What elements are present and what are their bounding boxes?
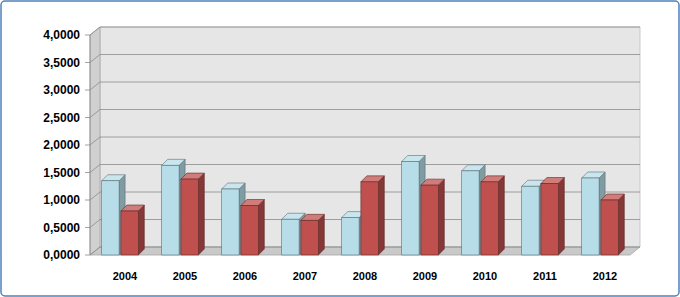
bar-top [162, 159, 185, 165]
y-tick-label: 2,5000 [43, 111, 80, 125]
y-tick-label: 3,5000 [43, 56, 80, 70]
bar-top [102, 175, 125, 181]
tick-mark [85, 117, 90, 118]
y-tick-label: 0,0000 [43, 248, 80, 262]
bar [541, 184, 558, 256]
bar-top [402, 156, 425, 162]
tick-mark [85, 200, 90, 201]
x-tick-label: 2004 [113, 270, 138, 282]
y-tick-label: 2,0000 [43, 138, 80, 152]
bar-top [462, 165, 485, 171]
y-axis-line [90, 35, 91, 255]
bar [301, 220, 318, 255]
bar-top [361, 176, 384, 182]
bar-top [421, 179, 444, 185]
outer-frame [1, 1, 679, 296]
bar [481, 182, 498, 255]
tick-mark [85, 90, 90, 91]
x-tick-label: 2007 [293, 270, 317, 282]
chart-svg: 0,0000 0,5000 1,0000 1,5000 2,0000 2,5000 3,00… [0, 0, 680, 297]
grid-line [90, 82, 640, 90]
bar-side [258, 200, 264, 256]
bar-top [181, 173, 204, 179]
bar [181, 179, 198, 255]
y-tick-label: 3,0000 [43, 83, 80, 97]
bar [241, 206, 258, 256]
bar [462, 171, 479, 255]
bar-side [198, 173, 204, 255]
grid-line [90, 137, 640, 145]
bar-side [318, 214, 324, 255]
bar [601, 200, 618, 255]
bar [282, 219, 299, 255]
bar [421, 185, 438, 255]
bar-top [222, 183, 245, 189]
x-tick-label: 2006 [233, 270, 257, 282]
grid-line [90, 27, 640, 35]
grid-line [90, 55, 640, 63]
bar [522, 186, 539, 255]
y-tick-label: 1,5000 [43, 166, 80, 180]
tick-mark [85, 62, 90, 63]
bar [121, 211, 138, 255]
tick-mark [85, 145, 90, 146]
bar-top [481, 176, 504, 182]
bar-side [378, 176, 384, 255]
bar-top [121, 205, 144, 211]
bar [102, 181, 119, 255]
bar [582, 178, 599, 255]
bar-top [241, 200, 264, 206]
y-tick-label: 1,0000 [43, 193, 80, 207]
bars-group [102, 156, 625, 256]
chart-container: 0,0000 0,5000 1,0000 1,5000 2,0000 2,5000 3,00… [0, 0, 680, 297]
bar-top [301, 214, 324, 220]
x-tick-label: 2008 [353, 270, 377, 282]
y-tick-label: 4,0000 [43, 28, 80, 42]
x-tick-label: 2009 [413, 270, 437, 282]
bar-side [558, 178, 564, 256]
x-tick-label: 2010 [473, 270, 497, 282]
tick-mark [85, 172, 90, 173]
bar [402, 162, 419, 256]
bar [361, 182, 378, 255]
bar-side [138, 205, 144, 255]
x-tick-label: 2011 [533, 270, 557, 282]
tick-mark [85, 227, 90, 228]
tick-mark [85, 35, 90, 36]
bar-top [582, 172, 605, 178]
bar-top [541, 178, 564, 184]
x-tick-label: 2012 [593, 270, 617, 282]
bar-top [282, 213, 305, 219]
bar [222, 189, 239, 255]
x-tick-label: 2005 [173, 270, 197, 282]
bar [162, 165, 179, 255]
bar [342, 218, 359, 255]
grid-line [90, 110, 640, 118]
bar-side [498, 176, 504, 255]
bar-top [601, 194, 624, 200]
bar-side [438, 179, 444, 255]
tick-mark [85, 255, 90, 256]
y-tick-label: 0,5000 [43, 221, 80, 235]
bar-side [618, 194, 624, 255]
